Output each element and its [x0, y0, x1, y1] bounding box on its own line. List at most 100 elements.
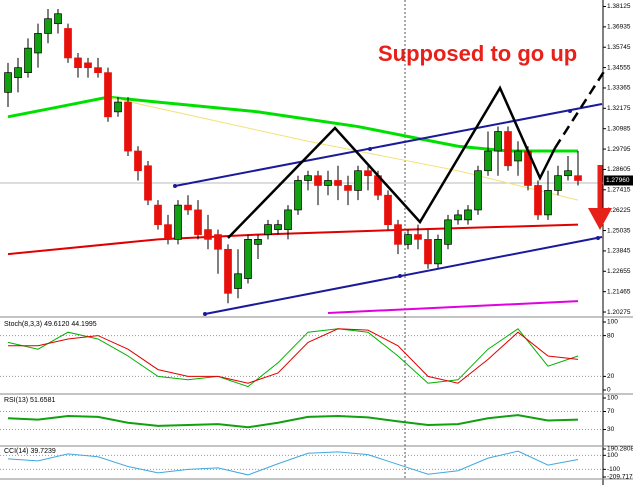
- indicator-line: [7, 95, 578, 153]
- candle-body: [394, 224, 402, 245]
- candle-body: [424, 239, 432, 265]
- candle-body: [534, 185, 542, 216]
- candle-body: [104, 72, 112, 118]
- candle-body: [274, 224, 282, 230]
- candle-body: [404, 234, 412, 245]
- drawings: [173, 69, 612, 316]
- candle-body: [414, 234, 422, 240]
- y-tick-label: 1.20275: [607, 309, 631, 316]
- panel-title: RSI(13) 51.6581: [4, 397, 55, 404]
- panel-title: Stoch(8,3,3) 49.6120 44.1995: [4, 321, 97, 328]
- y-tick-label: 100: [607, 319, 618, 326]
- y-tick-label: 1.35745: [607, 44, 631, 51]
- channel-point: [368, 147, 372, 151]
- y-tick-label: 100: [607, 452, 618, 459]
- marks: 1.20275 1.21465 1.22655 1.23845 1.25035 1.262…: [0, 3, 633, 481]
- candle-body: [174, 204, 182, 240]
- y-tick-label: 1.21465: [607, 288, 631, 295]
- candle-body: [464, 209, 472, 221]
- y-tick-label: -100: [607, 466, 620, 473]
- indicator-line: [7, 328, 579, 388]
- candle-body: [134, 150, 142, 172]
- candle-body: [344, 185, 352, 191]
- y-tick-label: 1.22655: [607, 268, 631, 275]
- y-tick-label: 70: [607, 408, 615, 415]
- indicator-line: [327, 300, 579, 314]
- candle-body: [224, 248, 232, 294]
- candle-body: [14, 67, 22, 78]
- candle-body: [554, 175, 562, 191]
- candle-body: [244, 239, 252, 279]
- y-tick-label: 1.23845: [607, 248, 631, 255]
- y-tick-label: 1.28605: [607, 166, 631, 173]
- y-tick-label: -209.7174: [607, 474, 633, 481]
- candle-body: [214, 234, 222, 250]
- candle-body: [364, 170, 372, 177]
- annotation: Supposed to go up: [378, 41, 577, 66]
- candle-body: [264, 224, 272, 235]
- candle-body: [474, 170, 482, 211]
- channel-point: [203, 312, 207, 316]
- indicator-line: [7, 450, 579, 476]
- channel-point: [596, 236, 600, 240]
- candle-body: [194, 209, 202, 235]
- candle-body: [574, 175, 582, 181]
- y-tick-label: 100: [607, 395, 618, 402]
- candle-body: [324, 180, 332, 186]
- y-tick-label: 1.38125: [607, 3, 631, 10]
- candle-body: [94, 67, 102, 73]
- y-tick-label: 80: [607, 332, 615, 339]
- candle-body: [124, 101, 132, 152]
- candle-body: [434, 239, 442, 265]
- candle-body: [234, 273, 242, 289]
- candle-body: [44, 18, 52, 34]
- y-tick-label: 1.27415: [607, 187, 631, 194]
- candle-body: [334, 180, 342, 186]
- candle-body: [354, 170, 362, 191]
- candle-body: [544, 190, 552, 216]
- indicator-line: [7, 414, 579, 429]
- channel-lower: [204, 236, 603, 315]
- channel-point: [398, 274, 402, 278]
- y-tick-label: 1.25035: [607, 227, 631, 234]
- indicator-line: [8, 328, 579, 384]
- indicator-line: [107, 96, 579, 201]
- candle-body: [114, 101, 122, 113]
- arrow-head: [588, 208, 612, 230]
- candle-body: [204, 229, 212, 240]
- indicator-line: [7, 223, 579, 256]
- candle-body: [144, 165, 152, 201]
- y-tick-label: 30: [607, 426, 615, 433]
- candle-body: [4, 72, 12, 93]
- candle-body: [454, 214, 462, 221]
- candle-body: [484, 150, 492, 172]
- last-price-box: [604, 175, 633, 186]
- candle-body: [284, 209, 292, 230]
- candle-body: [184, 204, 192, 211]
- candle-body: [504, 131, 512, 167]
- channel-upper: [174, 103, 603, 187]
- y-tick-label: 1.29795: [607, 146, 631, 153]
- candle-body: [54, 13, 62, 25]
- candle-body: [514, 150, 522, 162]
- y-tick-label: 190.2808: [607, 446, 633, 453]
- y-tick-label: 1.26225: [607, 207, 631, 214]
- y-tick-label: 1.34555: [607, 64, 631, 71]
- last-price-label: 1.27960: [606, 177, 630, 184]
- y-tick-label: 20: [607, 373, 615, 380]
- candle-body: [24, 47, 32, 73]
- channel-point: [173, 184, 177, 188]
- candle-body: [34, 33, 42, 54]
- y-tick-label: 1.30985: [607, 125, 631, 132]
- y-tick-label: 1.36935: [607, 24, 631, 31]
- candle-body: [254, 239, 262, 245]
- y-tick-label: 1.32175: [607, 105, 631, 112]
- candle-body: [314, 175, 322, 186]
- zigzag: [227, 85, 557, 239]
- candle-body: [494, 131, 502, 152]
- candle-body: [384, 194, 392, 225]
- candle-body: [154, 204, 162, 225]
- panel-title: CCI(14) 39.7239: [4, 448, 56, 455]
- candle-body: [164, 224, 172, 240]
